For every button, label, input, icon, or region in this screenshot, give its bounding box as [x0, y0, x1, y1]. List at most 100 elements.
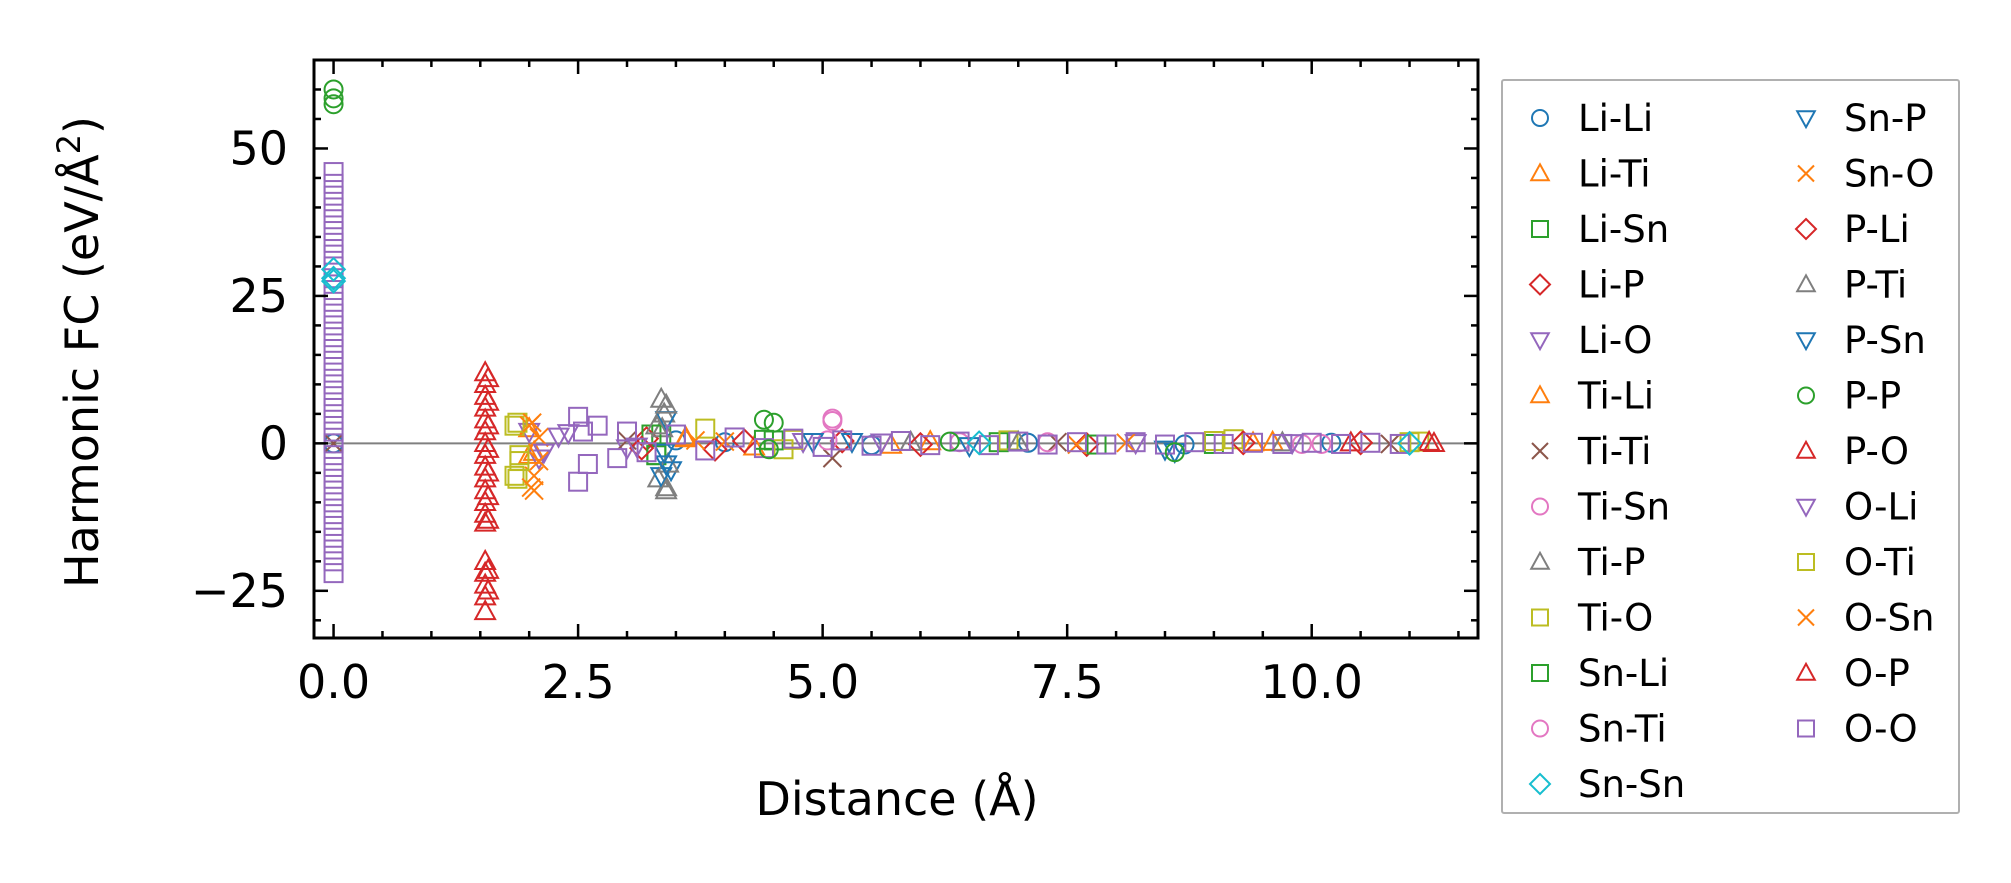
data-point-o-o [724, 427, 745, 448]
data-point-ti-o [504, 415, 525, 436]
legend-entry-p-p: P-P [1797, 375, 1901, 418]
data-point-p-li [907, 431, 934, 458]
data-point-o-o [323, 209, 344, 230]
data-point-o-o [323, 445, 344, 466]
legend-marker-p-sn [1795, 332, 1817, 352]
data-point-sn-sn [966, 430, 992, 456]
legend-entry-sn-sn: Sn-Sn [1528, 763, 1685, 806]
data-point-ti-ti [822, 448, 843, 468]
series-p-sn [652, 432, 1177, 477]
data-point-li-p [1347, 430, 1374, 456]
data-point-sn-o [685, 430, 706, 451]
y-axis-label-main: Harmonic FC (eV/Å [55, 154, 109, 588]
data-point-o-o [323, 468, 344, 489]
data-point-li-p [829, 428, 855, 454]
legend-entry-ti-p: Ti-P [1529, 541, 1645, 584]
data-point-li-p [702, 436, 728, 462]
legend-box [1501, 79, 1960, 814]
data-point-p-ti [644, 413, 668, 435]
legend-marker-o-li [1795, 498, 1817, 518]
legend-marker-sn-sn [1528, 772, 1552, 796]
data-point-o-o [1272, 433, 1293, 454]
legend-entry-ti-sn: Ti-Sn [1531, 486, 1670, 529]
plot-marks [314, 79, 1478, 621]
data-point-p-sn [652, 443, 676, 465]
y-tick-label: 25 [229, 269, 288, 323]
data-point-o-o [323, 504, 344, 525]
data-point-o-o [695, 440, 716, 461]
legend-label-sn-sn: Sn-Sn [1578, 763, 1685, 806]
x-tick-label: 0.0 [297, 655, 370, 709]
legend-entry-li-o: Li-O [1529, 319, 1652, 362]
data-point-p-sn [1153, 440, 1177, 462]
x-tick-label: 7.5 [1031, 655, 1104, 709]
legend-marker-ti-p [1529, 550, 1551, 570]
data-point-li-p [1074, 431, 1100, 458]
data-point-p-p [323, 88, 344, 109]
data-point-o-o [577, 454, 598, 475]
legend-label-li-li: Li-Li [1578, 97, 1653, 140]
series-p-li [629, 428, 1256, 461]
legend-label-o-p: O-P [1844, 652, 1910, 695]
data-point-li-o [527, 449, 551, 471]
legend-marker-p-li [1794, 217, 1818, 241]
data-point-o-o [323, 197, 344, 218]
legend-marker-o-p [1795, 661, 1817, 681]
legend-marker-li-ti [1529, 162, 1551, 182]
legend-label-sn-o: Sn-O [1844, 153, 1934, 196]
legend-label-p-p: P-P [1844, 375, 1901, 418]
legend-entry-ti-li: Ti-Li [1529, 375, 1654, 418]
data-point-o-o [323, 173, 344, 194]
data-point-o-o [568, 471, 589, 492]
y-axis-label-superscript: 2 [50, 134, 88, 154]
data-point-o-sn [524, 480, 544, 501]
data-point-p-ti [654, 392, 678, 414]
data-point-o-o [323, 515, 344, 536]
legend-marker-li-sn [1531, 220, 1549, 238]
data-point-o-o [920, 435, 941, 456]
legend-entry-o-li: O-Li [1795, 486, 1918, 529]
legend-marker-sn-ti [1531, 719, 1549, 738]
data-point-o-o [323, 232, 344, 253]
legend-label-sn-li: Sn-Li [1578, 652, 1669, 695]
legend-entry-o-sn: O-Sn [1797, 597, 1934, 640]
legend-label-ti-o: Ti-O [1577, 597, 1653, 640]
data-point-ti-ti [323, 433, 344, 454]
data-point-sn-sn [320, 256, 347, 283]
series-p-o [473, 360, 1441, 621]
data-point-o-o [587, 415, 608, 436]
data-point-o-p [1422, 430, 1446, 453]
x-tick-label: 5.0 [786, 655, 859, 709]
legend-label-li-p: Li-P [1578, 264, 1645, 307]
data-point-li-ti [1241, 430, 1265, 452]
data-point-o-o [1096, 434, 1117, 455]
legend-entry-li-sn: Li-Sn [1531, 208, 1669, 251]
data-point-p-sn [801, 432, 825, 455]
data-point-o-o [812, 436, 833, 457]
data-point-o-o [783, 428, 804, 449]
series-o-o [323, 162, 1410, 584]
data-point-p-p [323, 79, 344, 100]
data-point-o-o [1243, 432, 1264, 453]
data-point-o-o [323, 221, 344, 242]
data-point-o-o [1037, 434, 1058, 455]
series-p-p [323, 79, 1185, 463]
data-point-ti-o [695, 418, 716, 439]
data-point-o-o [323, 185, 344, 206]
data-point-p-li [1230, 430, 1256, 456]
plot-area-frame [312, 58, 1480, 640]
x-tick-label: 2.5 [542, 655, 615, 709]
legend-label-o-o: O-O [1844, 708, 1918, 751]
data-point-o-o [890, 431, 911, 452]
legend-label-p-o: P-O [1844, 430, 1909, 473]
legend-entry-o-o: O-O [1797, 708, 1918, 751]
data-point-ti-p [1270, 430, 1294, 452]
data-point-o-p [476, 389, 500, 411]
data-point-o-o [572, 421, 593, 442]
series-o-p [476, 366, 1446, 600]
data-point-o-p [476, 484, 500, 506]
data-point-p-p [939, 431, 960, 452]
data-point-o-o [323, 315, 344, 336]
data-point-o-o [832, 430, 853, 451]
